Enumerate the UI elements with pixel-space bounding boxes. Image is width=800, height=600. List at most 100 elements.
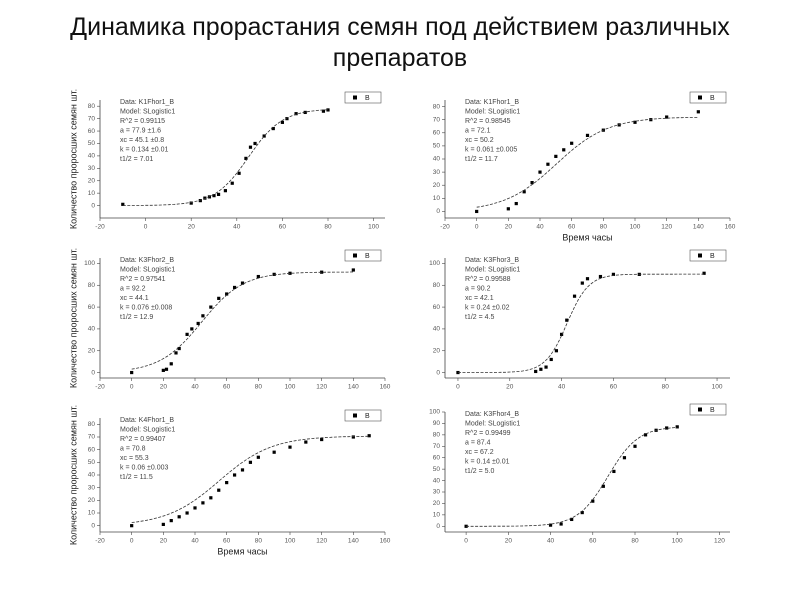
x-tick-label: 0 <box>144 224 148 231</box>
x-tick-label: 120 <box>661 224 672 231</box>
x-tick-label: 80 <box>255 538 263 545</box>
data-point <box>272 272 276 276</box>
y-tick-label: 20 <box>433 500 441 507</box>
y-tick-label: 70 <box>88 434 96 441</box>
data-point <box>572 294 577 298</box>
data-point <box>351 268 355 272</box>
x-tick-label: 80 <box>324 224 332 231</box>
data-point <box>514 201 518 206</box>
y-tick-label: 60 <box>88 446 96 453</box>
data-point <box>559 522 563 526</box>
y-tick-label: 30 <box>88 165 96 172</box>
x-tick-label: 20 <box>188 224 196 231</box>
legend-box <box>344 91 382 104</box>
fit-annotation: a = 72.1 <box>465 127 491 134</box>
data-point <box>580 281 584 285</box>
y-tick-label: 20 <box>88 177 96 184</box>
fit-annotation: Model: SLogistic1 <box>465 266 520 273</box>
x-tick-label: 140 <box>348 384 359 391</box>
x-tick-label: 40 <box>536 224 544 231</box>
fit-annotation: a = 70.8 <box>120 445 146 452</box>
y-tick-label: 50 <box>88 459 96 466</box>
data-point <box>580 510 584 515</box>
fit-annotation: xc = 67.2 <box>465 449 494 456</box>
y-tick-label: 40 <box>433 156 441 163</box>
legend-box <box>689 249 727 262</box>
data-point <box>665 115 669 119</box>
y-tick-label: 100 <box>429 409 440 416</box>
legend-symbol <box>698 407 702 412</box>
y-tick-label: 40 <box>88 472 96 479</box>
data-point <box>209 496 213 500</box>
x-tick-label: -20 <box>95 538 105 545</box>
data-point <box>585 277 590 281</box>
x-tick-label: 20 <box>160 384 168 391</box>
data-point <box>702 271 706 275</box>
data-point <box>240 468 245 472</box>
fit-annotation: a = 87.4 <box>465 439 491 446</box>
data-point <box>538 170 542 174</box>
data-point <box>534 369 538 374</box>
x-tick-label: 80 <box>631 538 639 545</box>
fit-annotation: t1/2 = 12.9 <box>120 314 153 321</box>
data-point <box>320 270 324 274</box>
data-point <box>212 194 216 198</box>
data-point <box>161 368 165 372</box>
y-tick-label: 90 <box>433 420 441 427</box>
legend-symbol <box>353 253 357 258</box>
legend-box <box>689 91 727 104</box>
data-point <box>185 332 189 336</box>
x-tick-label: 40 <box>191 538 199 545</box>
title-box: Динамика прорастания семян под действием… <box>70 13 730 72</box>
x-tick-label: 20 <box>505 538 513 545</box>
data-point <box>121 202 125 206</box>
data-point <box>611 272 616 276</box>
fit-curve <box>458 273 705 373</box>
fit-annotation: xc = 45.1 ±0.8 <box>120 137 164 144</box>
fit-annotation: a = 77.9 ±1.6 <box>120 127 161 134</box>
legend-label: B <box>710 253 715 260</box>
x-tick-label: 40 <box>191 384 199 391</box>
legend-label: B <box>710 95 715 102</box>
x-tick-label: 60 <box>568 224 576 231</box>
data-point <box>248 460 253 464</box>
data-point <box>285 117 289 121</box>
x-tick-label: -20 <box>95 224 105 231</box>
y-tick-label: 80 <box>88 103 96 110</box>
data-point <box>232 473 237 477</box>
y-tick-label: 0 <box>91 202 95 209</box>
legend-symbol <box>353 95 357 100</box>
data-point <box>177 346 181 351</box>
fit-curve <box>476 116 699 208</box>
y-tick-label: 40 <box>433 326 441 333</box>
x-tick-label: 100 <box>712 384 723 391</box>
fit-annotation: t1/2 = 5.0 <box>465 468 494 475</box>
x-tick-label: 80 <box>662 384 670 391</box>
legend-symbol <box>353 413 357 418</box>
y-tick-label: 40 <box>88 326 96 333</box>
fit-annotation: Data: K1Fhor1_B <box>465 99 519 106</box>
fit-annotation: R^2 = 0.97541 <box>120 276 166 283</box>
y-tick-label: 20 <box>433 182 441 189</box>
x-tick-label: 40 <box>547 538 555 545</box>
y-tick-label: 60 <box>433 454 441 461</box>
fit-annotation: R^2 = 0.99407 <box>120 436 166 443</box>
y-tick-label: 40 <box>433 477 441 484</box>
fit-curve <box>122 109 329 206</box>
data-point <box>326 108 330 112</box>
fit-annotation: Model: SLogistic1 <box>120 426 175 433</box>
data-point <box>217 488 221 492</box>
fit-annotation: R^2 = 0.99115 <box>120 118 165 125</box>
data-point <box>321 109 326 113</box>
data-point <box>633 120 637 124</box>
fit-annotation: t1/2 = 11.5 <box>120 474 153 481</box>
x-tick-label: 0 <box>456 384 460 391</box>
y-tick-label: 100 <box>84 260 95 267</box>
y-tick-label: 70 <box>88 115 96 122</box>
y-tick-label: 80 <box>88 421 96 428</box>
data-point <box>475 209 479 214</box>
y-tick-label: 80 <box>88 282 96 289</box>
y-tick-label: 10 <box>88 510 96 517</box>
fit-annotation: Model: SLogistic1 <box>120 108 175 115</box>
data-point <box>240 281 245 285</box>
